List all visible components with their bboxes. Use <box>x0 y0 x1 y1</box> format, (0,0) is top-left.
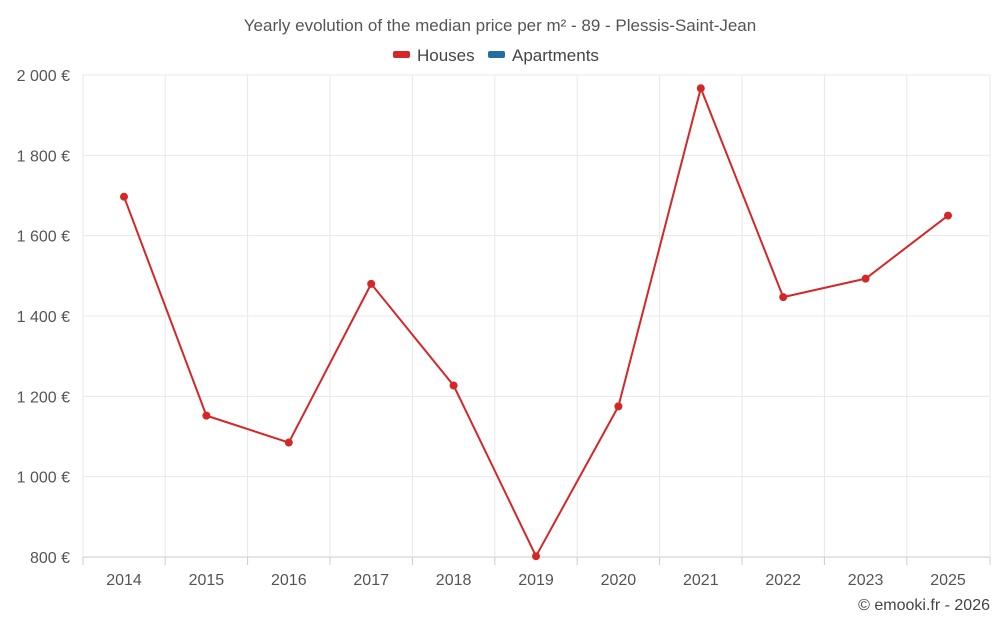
series-layer <box>120 84 952 561</box>
x-axis-labels: 2014 2015 2016 2017 2018 2019 2020 2021 2022 2023… <box>106 572 966 589</box>
y-axis-labels: 800 € 1 000 € 1 200 € 1 400 € 1 600 € 1 800 €… <box>17 68 70 567</box>
legend: Houses Apartments <box>393 46 599 65</box>
data-point-houses-2022[interactable] <box>779 293 788 302</box>
x-tick-label: 2021 <box>683 572 719 589</box>
data-point-houses-2018[interactable] <box>449 381 458 390</box>
x-tick-label: 2016 <box>271 572 307 589</box>
y-tick-label: 1 400 € <box>17 309 70 326</box>
x-tick-label: 2018 <box>436 572 472 589</box>
data-point-houses-2019[interactable] <box>532 552 540 561</box>
y-tick-label: 2 000 € <box>17 68 70 85</box>
data-point-houses-2014[interactable] <box>120 192 128 201</box>
data-point-houses-2016[interactable] <box>284 438 293 447</box>
x-tick-label: 2022 <box>765 572 801 589</box>
x-tick-label: 2015 <box>189 572 225 589</box>
y-tick-label: 1 800 € <box>17 148 70 165</box>
data-point-houses-2025[interactable] <box>944 211 952 220</box>
chart-title: Yearly evolution of the median price per… <box>244 16 756 35</box>
data-point-houses-2023[interactable] <box>861 274 870 283</box>
legend-label-houses: Houses <box>417 46 475 65</box>
x-tick-label: 2014 <box>106 572 142 589</box>
legend-item-houses[interactable]: Houses <box>393 46 475 65</box>
x-tick-label: 2025 <box>930 572 966 589</box>
x-tick-label: 2020 <box>601 572 637 589</box>
legend-item-apartments[interactable]: Apartments <box>488 46 599 65</box>
x-tick-label: 2023 <box>848 572 884 589</box>
credit-text: © emooki.fr - 2026 <box>858 597 990 614</box>
legend-label-apartments: Apartments <box>512 46 599 65</box>
data-point-houses-2015[interactable] <box>202 411 211 420</box>
grid <box>82 74 991 565</box>
data-point-houses-2020[interactable] <box>614 402 623 411</box>
legend-swatch-apartments <box>488 51 505 58</box>
y-tick-label: 1 600 € <box>17 229 70 246</box>
data-point-houses-2021[interactable] <box>696 84 705 93</box>
y-tick-label: 800 € <box>30 550 70 567</box>
x-tick-label: 2017 <box>353 572 389 589</box>
y-tick-label: 1 000 € <box>17 470 70 487</box>
y-tick-label: 1 200 € <box>17 389 70 406</box>
legend-swatch-houses <box>393 51 410 58</box>
x-tick-label: 2019 <box>518 572 554 589</box>
data-point-houses-2017[interactable] <box>367 279 376 288</box>
